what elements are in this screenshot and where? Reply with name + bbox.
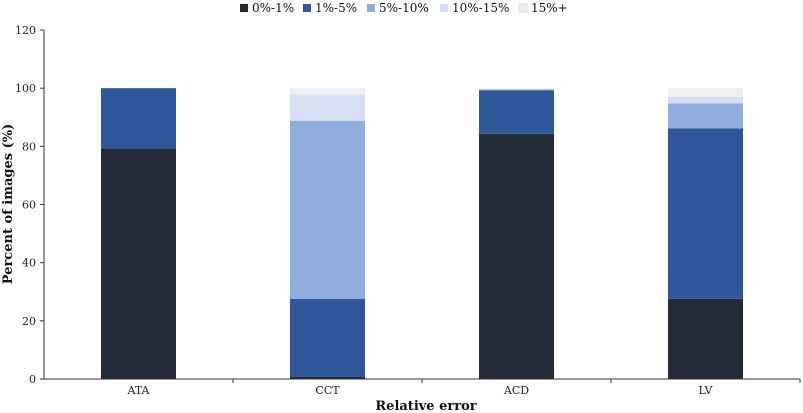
- legend-swatch: [440, 4, 448, 12]
- legend-label: 5%-10%: [379, 1, 429, 15]
- bar-segment: [479, 90, 554, 134]
- y-tick-label: 0: [29, 373, 36, 386]
- bar-segment: [668, 88, 743, 97]
- x-tick-label: CCT: [315, 384, 340, 397]
- bar-stack-ata: [101, 88, 176, 379]
- bar-segment: [101, 148, 176, 379]
- legend-label: 15%+: [531, 1, 568, 15]
- legend-swatch: [367, 4, 375, 12]
- bar-segment: [290, 120, 365, 299]
- legend-label: 0%-1%: [252, 1, 294, 15]
- bar-segment: [668, 103, 743, 129]
- bars: [101, 88, 743, 379]
- bar-segment: [290, 88, 365, 95]
- legend-swatch: [240, 4, 248, 12]
- y-axis-title: Percent of images (%): [1, 124, 16, 284]
- bar-segment: [101, 88, 176, 149]
- y-tick-label: 120: [15, 24, 36, 37]
- bar-segment: [290, 94, 365, 121]
- x-axis-title: Relative error: [375, 399, 476, 413]
- bar-segment: [479, 88, 554, 89]
- legend-label: 10%-15%: [452, 1, 509, 15]
- bar-stack-lv: [668, 88, 743, 379]
- bar-segment: [290, 376, 365, 379]
- bar-segment: [290, 298, 365, 377]
- legend-label: 1%-5%: [315, 1, 357, 15]
- legend-swatch: [518, 3, 528, 13]
- y-axis: 0 20 40 60 80 100 120: [15, 24, 45, 386]
- legend: 0%-1% 1%-5% 5%-10% 10%-15% 15%+: [240, 1, 568, 15]
- bar-stack-acd: [479, 88, 554, 379]
- bar-segment: [479, 89, 554, 91]
- legend-item: 10%-15%: [440, 1, 509, 15]
- bar-segment: [668, 96, 743, 104]
- y-tick-label: 20: [22, 315, 36, 328]
- bar-stack-cct: [290, 88, 365, 379]
- legend-item: 0%-1%: [240, 1, 294, 15]
- legend-swatch: [303, 4, 311, 12]
- y-tick-label: 80: [22, 140, 36, 153]
- y-tick-label: 100: [15, 82, 36, 95]
- y-tick-label: 60: [22, 199, 36, 212]
- bar-segment: [479, 133, 554, 379]
- bar-segment: [479, 88, 554, 90]
- bar-segment: [668, 298, 743, 379]
- x-axis: ATA CCT ACD LV: [44, 378, 801, 397]
- x-tick-label: ACD: [503, 384, 529, 397]
- legend-item: 5%-10%: [367, 1, 429, 15]
- x-tick-label: ATA: [126, 384, 150, 397]
- bar-segment: [668, 128, 743, 299]
- legend-item: 15%+: [518, 1, 568, 15]
- x-tick-label: LV: [699, 384, 714, 397]
- legend-item: 1%-5%: [303, 1, 357, 15]
- y-tick-label: 40: [22, 257, 36, 270]
